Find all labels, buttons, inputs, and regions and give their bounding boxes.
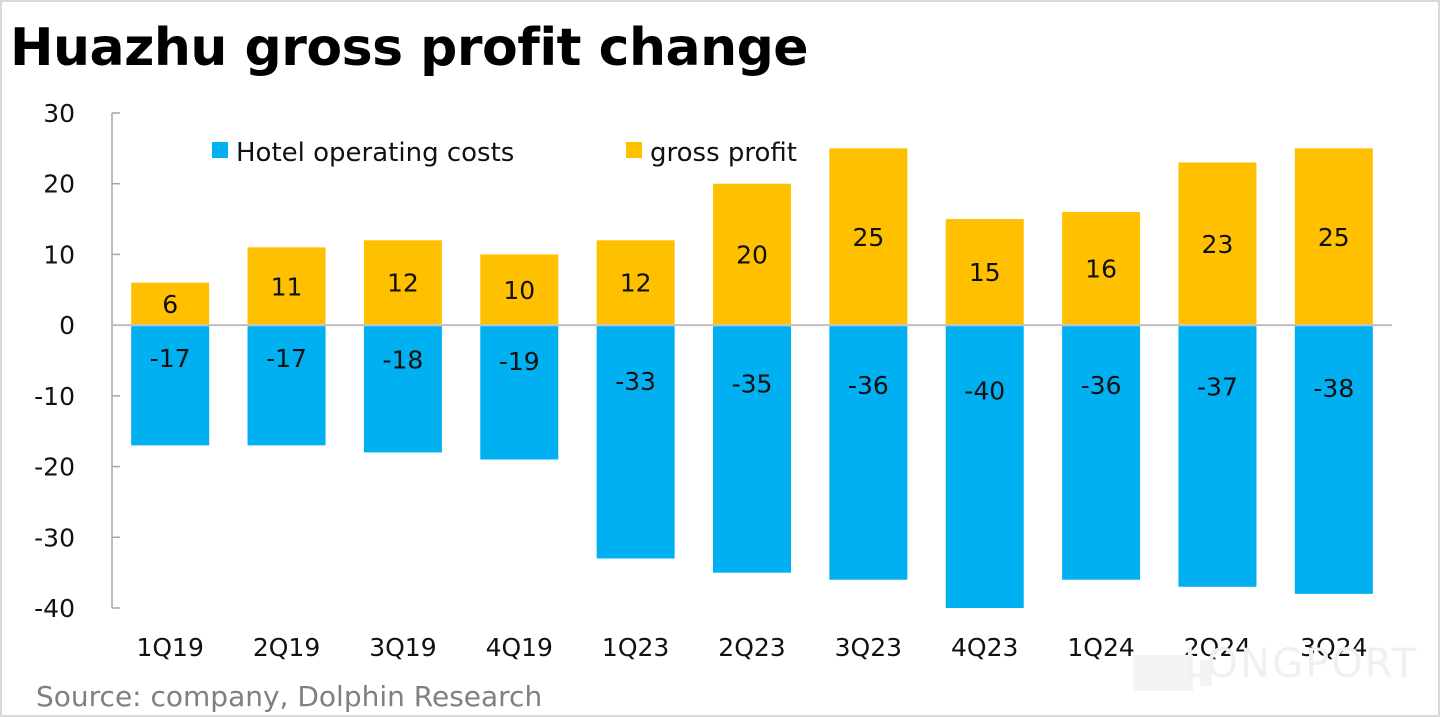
data-label-gross-profit: 11 <box>271 272 303 301</box>
x-tick-label: 2Q24 <box>1184 633 1251 662</box>
y-tick-label: -40 <box>34 594 75 623</box>
data-label-gross-profit: 12 <box>387 269 419 298</box>
legend-swatch-gross-profit <box>626 142 642 158</box>
y-tick-label: 20 <box>43 170 75 199</box>
data-labels-group: 6 -17 11 -17 12 -18 10 -19 12 -33 20 -35 25 -36 15 -40 1… <box>150 223 1354 406</box>
data-label-hotel-operating-costs: -40 <box>964 377 1005 406</box>
x-tick-label: 2Q23 <box>718 633 785 662</box>
data-label-gross-profit: 12 <box>620 269 652 298</box>
data-label-gross-profit: 6 <box>162 290 178 319</box>
bar-hotel-operating-costs <box>480 326 559 460</box>
legend-label-gross-profit: gross profit <box>650 138 797 168</box>
data-label-gross-profit: 25 <box>852 223 884 252</box>
y-tick-label: 30 <box>43 99 75 128</box>
bar-hotel-operating-costs <box>1178 326 1257 587</box>
bar-gross-profit <box>1178 162 1257 325</box>
bar-hotel-operating-costs <box>1294 326 1373 594</box>
x-tick-label: 1Q24 <box>1067 633 1134 662</box>
x-tick-label: 3Q24 <box>1300 633 1367 662</box>
x-tick-label: 3Q19 <box>369 633 436 662</box>
x-tick-label: 1Q23 <box>602 633 669 662</box>
bar-hotel-operating-costs <box>713 326 791 573</box>
bar-gross-profit <box>829 148 908 325</box>
bar-hotel-operating-costs <box>363 326 442 453</box>
source-note: Source: company, Dolphin Research <box>36 680 543 713</box>
x-axis-labels: 1Q19 2Q19 3Q19 4Q19 1Q23 2Q23 3Q23 4Q23 1Q24 2Q24… <box>136 633 1367 662</box>
bar-gross-profit <box>945 219 1024 325</box>
data-label-gross-profit: 16 <box>1085 255 1117 284</box>
x-tick-label: 2Q19 <box>253 633 320 662</box>
chart-title: Huazhu gross profit change <box>10 18 809 78</box>
bar-gross-profit <box>131 282 210 325</box>
data-label-hotel-operating-costs: -35 <box>732 370 773 399</box>
watermark-logo-icon <box>1133 655 1193 691</box>
legend-swatch-hotel-operating-costs <box>212 142 228 158</box>
legend-label-hotel-operating-costs: Hotel operating costs <box>236 138 514 168</box>
bar-gross-profit <box>1062 212 1141 325</box>
data-label-hotel-operating-costs: -37 <box>1197 372 1238 401</box>
y-tick-label: 0 <box>59 311 75 340</box>
data-label-gross-profit: 25 <box>1318 223 1350 252</box>
bar-hotel-operating-costs <box>596 326 675 559</box>
bars-group <box>112 148 1392 608</box>
data-label-hotel-operating-costs: -18 <box>382 346 423 375</box>
y-tick-label: -30 <box>34 523 75 552</box>
data-label-hotel-operating-costs: -17 <box>266 344 307 373</box>
y-tick-label: -10 <box>34 382 75 411</box>
bar-gross-profit <box>480 254 559 325</box>
x-tick-label: 4Q23 <box>951 633 1018 662</box>
data-label-hotel-operating-costs: -33 <box>615 367 656 396</box>
bar-hotel-operating-costs <box>1062 326 1141 580</box>
bar-gross-profit <box>596 240 675 325</box>
data-label-hotel-operating-costs: -19 <box>499 347 540 376</box>
data-label-hotel-operating-costs: -36 <box>848 371 889 400</box>
data-label-gross-profit: 15 <box>969 258 1001 287</box>
y-axis: 30 20 10 0 -10 -20 -30 -40 <box>34 99 120 623</box>
data-label-gross-profit: 10 <box>503 276 535 305</box>
bar-hotel-operating-costs <box>945 326 1024 608</box>
bar-gross-profit <box>713 183 791 325</box>
data-label-gross-profit: 20 <box>736 240 768 269</box>
data-label-hotel-operating-costs: -36 <box>1081 371 1122 400</box>
bar-hotel-operating-costs <box>829 326 908 580</box>
x-tick-label: 1Q19 <box>136 633 203 662</box>
bar-gross-profit <box>363 240 442 325</box>
legend: Hotel operating costs gross profit <box>212 138 797 168</box>
y-tick-label: -20 <box>34 453 75 482</box>
y-tick-label: 10 <box>43 240 75 269</box>
data-label-hotel-operating-costs: -17 <box>150 344 191 373</box>
x-tick-label: 3Q23 <box>835 633 902 662</box>
x-tick-label: 4Q19 <box>486 633 553 662</box>
bar-gross-profit <box>247 247 326 325</box>
bar-hotel-operating-costs <box>247 326 326 446</box>
watermark-text: LONGPORT <box>1183 641 1418 687</box>
watermark-logo-bar-icon <box>1200 660 1212 686</box>
data-label-gross-profit: 23 <box>1202 230 1234 259</box>
bar-hotel-operating-costs <box>131 326 210 446</box>
data-label-hotel-operating-costs: -38 <box>1313 374 1354 403</box>
bar-gross-profit <box>1294 148 1373 325</box>
